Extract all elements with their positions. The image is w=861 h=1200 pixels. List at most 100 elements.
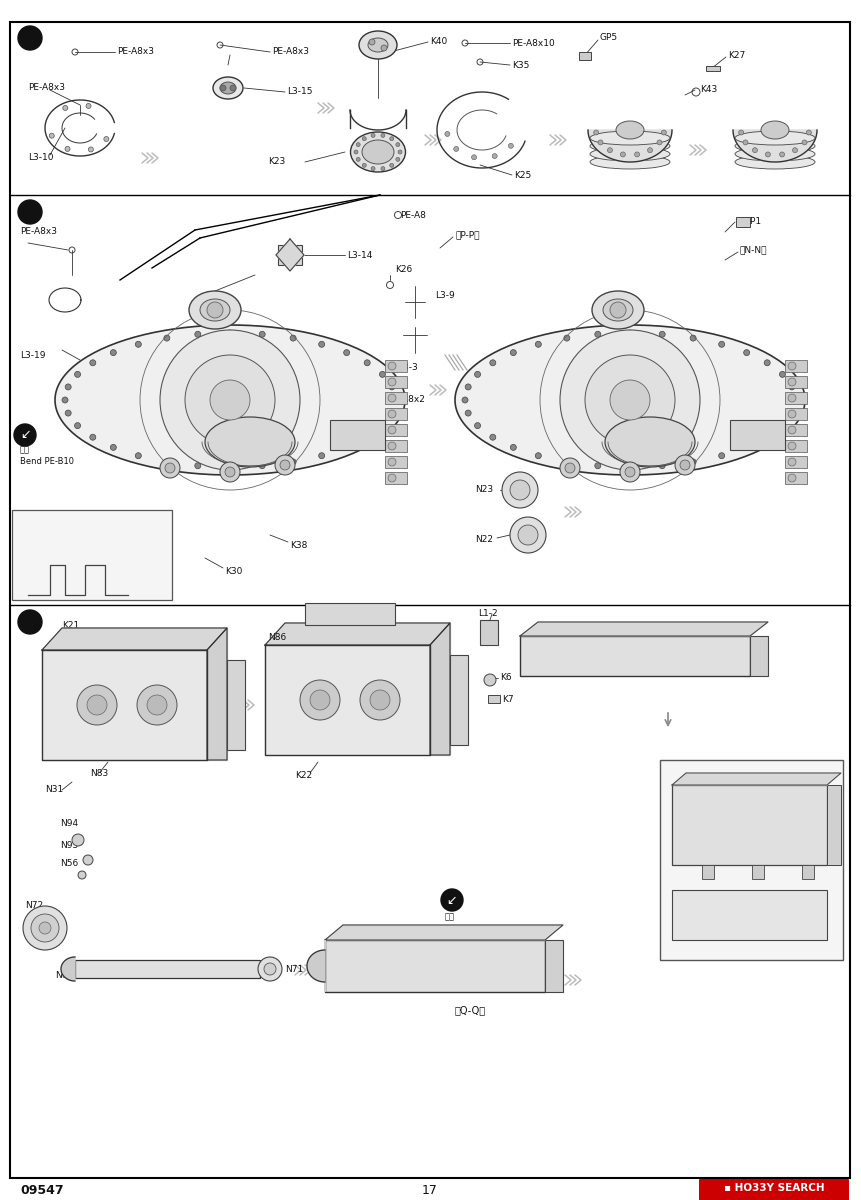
Bar bbox=[385, 392, 407, 404]
Circle shape bbox=[360, 680, 400, 720]
Circle shape bbox=[398, 150, 402, 154]
Polygon shape bbox=[207, 628, 227, 760]
Text: L3-15: L3-15 bbox=[287, 88, 313, 96]
Polygon shape bbox=[55, 325, 405, 475]
Circle shape bbox=[508, 143, 513, 149]
Text: N83: N83 bbox=[90, 769, 108, 779]
Polygon shape bbox=[61, 958, 75, 982]
Circle shape bbox=[72, 834, 84, 846]
Circle shape bbox=[680, 460, 690, 470]
Circle shape bbox=[110, 444, 116, 450]
Text: 09547: 09547 bbox=[20, 1183, 64, 1196]
Circle shape bbox=[560, 330, 700, 470]
Bar bbox=[488, 695, 500, 703]
Bar bbox=[227, 660, 245, 750]
Circle shape bbox=[661, 130, 666, 134]
Ellipse shape bbox=[189, 290, 241, 329]
Circle shape bbox=[743, 140, 748, 145]
Text: GP5: GP5 bbox=[600, 34, 618, 42]
Circle shape bbox=[807, 130, 811, 134]
Bar bbox=[827, 785, 841, 865]
Circle shape bbox=[719, 341, 725, 347]
Ellipse shape bbox=[735, 139, 815, 152]
Circle shape bbox=[39, 922, 51, 934]
Ellipse shape bbox=[362, 140, 394, 164]
Circle shape bbox=[380, 371, 386, 377]
Text: Bend: Bend bbox=[445, 925, 467, 935]
Text: K40: K40 bbox=[430, 37, 447, 47]
Ellipse shape bbox=[605, 416, 695, 467]
Circle shape bbox=[75, 422, 81, 428]
Text: N56: N56 bbox=[60, 858, 78, 868]
Bar bbox=[802, 865, 814, 878]
Bar bbox=[480, 620, 498, 646]
Text: PE-A8x2: PE-A8x2 bbox=[388, 396, 424, 404]
Circle shape bbox=[280, 460, 290, 470]
Circle shape bbox=[788, 362, 796, 370]
Circle shape bbox=[608, 148, 612, 152]
Circle shape bbox=[765, 360, 771, 366]
Circle shape bbox=[610, 380, 650, 420]
Circle shape bbox=[344, 349, 350, 355]
Ellipse shape bbox=[592, 290, 644, 329]
Circle shape bbox=[104, 137, 108, 142]
Bar bbox=[385, 456, 407, 468]
Circle shape bbox=[89, 146, 93, 152]
Circle shape bbox=[220, 85, 226, 91]
Text: 弯曲: 弯曲 bbox=[445, 912, 455, 922]
Bar bbox=[579, 52, 591, 60]
Circle shape bbox=[595, 463, 601, 469]
Circle shape bbox=[389, 384, 395, 390]
Circle shape bbox=[389, 410, 395, 416]
Circle shape bbox=[220, 462, 240, 482]
Circle shape bbox=[207, 302, 223, 318]
Text: PE-A8x3: PE-A8x3 bbox=[28, 84, 65, 92]
Text: 《P-P》: 《P-P》 bbox=[455, 230, 480, 240]
Polygon shape bbox=[733, 130, 817, 162]
Circle shape bbox=[381, 167, 385, 170]
Bar bbox=[75, 960, 260, 978]
Circle shape bbox=[744, 349, 750, 355]
Text: K22: K22 bbox=[295, 770, 313, 780]
FancyBboxPatch shape bbox=[699, 1178, 849, 1200]
Circle shape bbox=[165, 463, 175, 473]
Circle shape bbox=[474, 371, 480, 377]
Circle shape bbox=[264, 962, 276, 974]
Bar bbox=[660, 760, 843, 960]
Circle shape bbox=[789, 384, 795, 390]
Circle shape bbox=[388, 410, 396, 418]
Bar bbox=[385, 376, 407, 388]
Circle shape bbox=[560, 458, 580, 478]
Text: L3-3: L3-3 bbox=[398, 364, 418, 372]
Circle shape bbox=[210, 380, 250, 420]
Circle shape bbox=[371, 167, 375, 170]
Bar bbox=[385, 440, 407, 452]
Text: N22: N22 bbox=[475, 535, 493, 545]
Circle shape bbox=[356, 157, 360, 161]
Circle shape bbox=[625, 467, 635, 476]
Text: K27: K27 bbox=[728, 50, 746, 60]
Circle shape bbox=[465, 384, 471, 390]
Circle shape bbox=[227, 464, 233, 470]
Circle shape bbox=[135, 341, 141, 347]
Circle shape bbox=[300, 680, 340, 720]
Text: PE-B34: PE-B34 bbox=[105, 535, 136, 545]
Text: N96: N96 bbox=[725, 624, 743, 632]
Circle shape bbox=[388, 474, 396, 482]
Circle shape bbox=[657, 140, 662, 145]
Circle shape bbox=[789, 410, 795, 416]
Circle shape bbox=[490, 360, 496, 366]
Circle shape bbox=[147, 695, 167, 715]
Circle shape bbox=[788, 378, 796, 386]
Circle shape bbox=[164, 335, 170, 341]
Text: N42: N42 bbox=[315, 618, 333, 628]
Ellipse shape bbox=[735, 146, 815, 161]
Circle shape bbox=[620, 462, 640, 482]
Bar bbox=[385, 424, 407, 436]
Circle shape bbox=[390, 137, 393, 140]
Bar bbox=[785, 408, 807, 420]
Bar bbox=[785, 424, 807, 436]
Bar bbox=[736, 217, 750, 227]
Circle shape bbox=[83, 854, 93, 865]
Circle shape bbox=[62, 397, 68, 403]
